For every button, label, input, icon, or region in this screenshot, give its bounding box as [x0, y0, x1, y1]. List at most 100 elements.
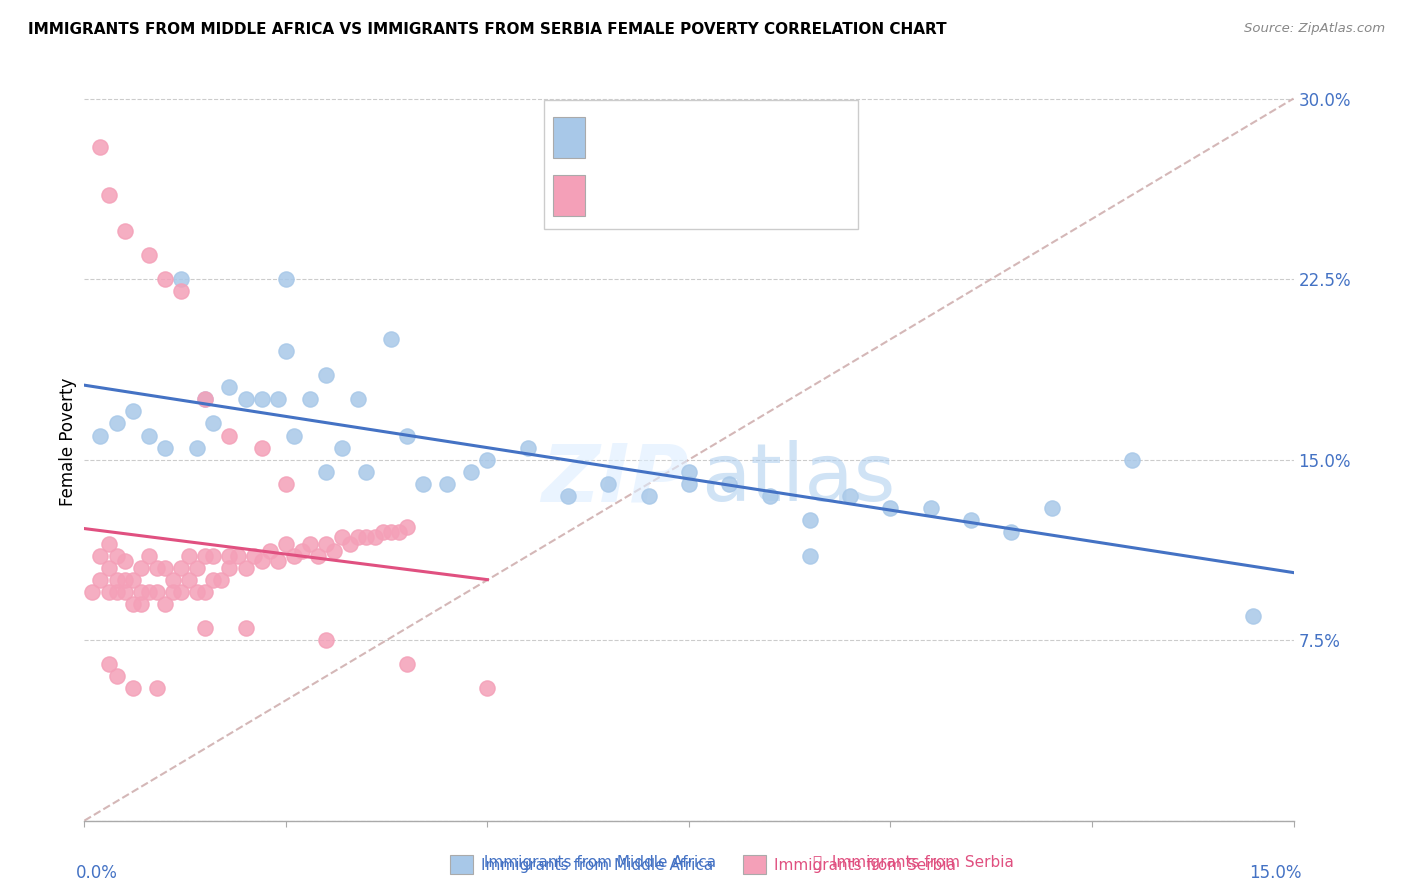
Point [194, 621, 217, 635]
Point [153, 272, 176, 286]
Point [516, 441, 538, 455]
Point [388, 524, 411, 539]
Text: 0.0%: 0.0% [76, 864, 118, 882]
Point [1241, 609, 1264, 624]
Point [395, 657, 418, 672]
Point [218, 428, 240, 442]
Point [186, 561, 208, 575]
Point [105, 549, 128, 563]
Point [330, 530, 353, 544]
Point [194, 392, 217, 407]
Point [259, 544, 281, 558]
Y-axis label: Female Poverty: Female Poverty [59, 377, 77, 506]
Point [218, 561, 240, 575]
Point [194, 585, 217, 599]
Point [138, 549, 160, 563]
Point [339, 537, 361, 551]
Point [170, 284, 193, 298]
Point [274, 476, 297, 491]
Point [194, 549, 217, 563]
Point [105, 669, 128, 683]
Point [250, 554, 273, 568]
Point [315, 633, 337, 648]
Point [363, 530, 385, 544]
Point [105, 417, 128, 431]
Point [105, 573, 128, 587]
Point [960, 513, 983, 527]
Point [598, 476, 620, 491]
Point [146, 561, 169, 575]
Point [250, 392, 273, 407]
Point [89, 573, 111, 587]
Point [138, 248, 160, 262]
Point [315, 368, 337, 383]
Point [758, 489, 780, 503]
Point [121, 404, 143, 418]
Point [1040, 500, 1063, 515]
Point [799, 549, 821, 563]
Point [347, 530, 370, 544]
Point [274, 537, 297, 551]
Point [129, 597, 152, 611]
Point [186, 585, 208, 599]
Point [89, 139, 111, 153]
Text: IMMIGRANTS FROM MIDDLE AFRICA VS IMMIGRANTS FROM SERBIA FEMALE POVERTY CORRELATI: IMMIGRANTS FROM MIDDLE AFRICA VS IMMIGRA… [28, 22, 946, 37]
Point [186, 441, 208, 455]
Point [114, 585, 136, 599]
Point [146, 681, 169, 696]
Point [879, 500, 901, 515]
Point [162, 573, 184, 587]
Point [380, 524, 402, 539]
Point [799, 513, 821, 527]
Point [330, 441, 353, 455]
Point [412, 476, 434, 491]
Point [209, 573, 232, 587]
Point [170, 585, 193, 599]
Point [114, 554, 136, 568]
Point [218, 380, 240, 394]
Point [170, 561, 193, 575]
Text: ZIP: ZIP [541, 441, 689, 518]
Point [283, 549, 305, 563]
Point [1121, 452, 1143, 467]
Point [315, 465, 337, 479]
Point [121, 597, 143, 611]
Text: Source: ZipAtlas.com: Source: ZipAtlas.com [1244, 22, 1385, 36]
Point [114, 224, 136, 238]
Point [395, 520, 418, 534]
Point [250, 441, 273, 455]
Point [97, 585, 120, 599]
Point [718, 476, 741, 491]
Point [356, 530, 378, 544]
Point [347, 392, 370, 407]
Text: ⬜  Immigrants from Middle Africa: ⬜ Immigrants from Middle Africa [465, 855, 716, 870]
Point [839, 489, 862, 503]
Point [291, 544, 314, 558]
Point [299, 392, 322, 407]
Point [267, 554, 290, 568]
Point [153, 597, 176, 611]
Point [283, 428, 305, 442]
Point [105, 585, 128, 599]
Point [194, 392, 217, 407]
Point [380, 332, 402, 346]
Point [146, 585, 169, 599]
Point [226, 549, 249, 563]
Point [460, 465, 482, 479]
Point [274, 344, 297, 359]
Point [395, 428, 418, 442]
Text: 15.0%: 15.0% [1249, 864, 1302, 882]
Point [315, 537, 337, 551]
Text: ⬜  Immigrants from Serbia: ⬜ Immigrants from Serbia [814, 855, 1014, 870]
Point [235, 621, 257, 635]
Point [153, 441, 176, 455]
Point [477, 452, 499, 467]
Point [637, 489, 659, 503]
Point [299, 537, 322, 551]
Point [235, 561, 257, 575]
Point [89, 428, 111, 442]
Point [202, 549, 225, 563]
Text: atlas: atlas [702, 441, 896, 518]
Point [129, 585, 152, 599]
Point [129, 561, 152, 575]
